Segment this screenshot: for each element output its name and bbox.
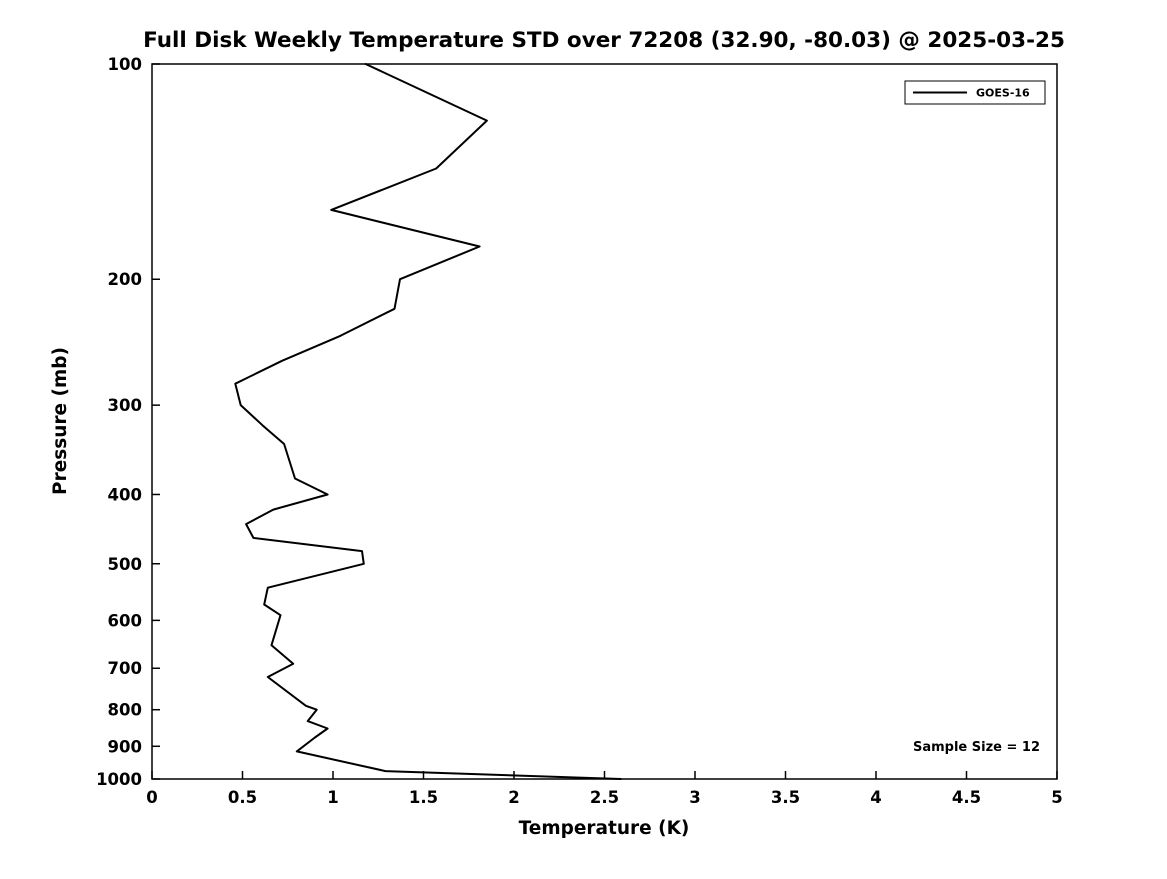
- x-axis-label: Temperature (K): [519, 818, 690, 839]
- y-tick-label: 100: [108, 55, 142, 74]
- x-tick-label: 4.5: [952, 788, 981, 807]
- x-tick-label: 2.5: [590, 788, 619, 807]
- legend-label: GOES-16: [976, 87, 1030, 100]
- y-tick-label: 800: [108, 701, 142, 720]
- y-tick-label: 300: [108, 396, 142, 415]
- plot-box: [151, 63, 1058, 780]
- sample-size-annotation: Sample Size = 12: [913, 740, 1040, 755]
- chart-title: Full Disk Weekly Temperature STD over 72…: [143, 28, 1065, 53]
- x-tick-label: 5: [1051, 788, 1062, 807]
- data-polyline: [234, 63, 622, 780]
- y-tick-label: 600: [108, 611, 142, 630]
- y-tick-label: 500: [108, 555, 142, 574]
- series-group: [234, 63, 622, 780]
- x-tick-label: 1: [327, 788, 338, 807]
- x-tick-label: 2: [508, 788, 519, 807]
- y-tick-label: 700: [108, 659, 142, 678]
- axis-ticks: 0 0.5 1 1.5 2 2.5 3 3.5 4 4.5 5 100 200 300 400 500 600 7…: [96, 55, 1063, 807]
- legend-box: [904, 80, 1046, 105]
- y-tick-label: 400: [108, 485, 142, 504]
- y-tick-label: 200: [108, 270, 142, 289]
- x-tick-label: 4: [870, 788, 881, 807]
- x-tick-label: 3.5: [771, 788, 800, 807]
- legend: GOES-16: [904, 80, 1046, 105]
- y-axis-label: Pressure (mb): [50, 347, 71, 495]
- x-tick-label: 0: [146, 788, 157, 807]
- x-tick-label: 1.5: [409, 788, 438, 807]
- x-tick-label: 0.5: [228, 788, 257, 807]
- x-tick-label: 3: [689, 788, 700, 807]
- y-tick-label: 900: [108, 737, 142, 756]
- y-tick-label: 1000: [96, 770, 142, 789]
